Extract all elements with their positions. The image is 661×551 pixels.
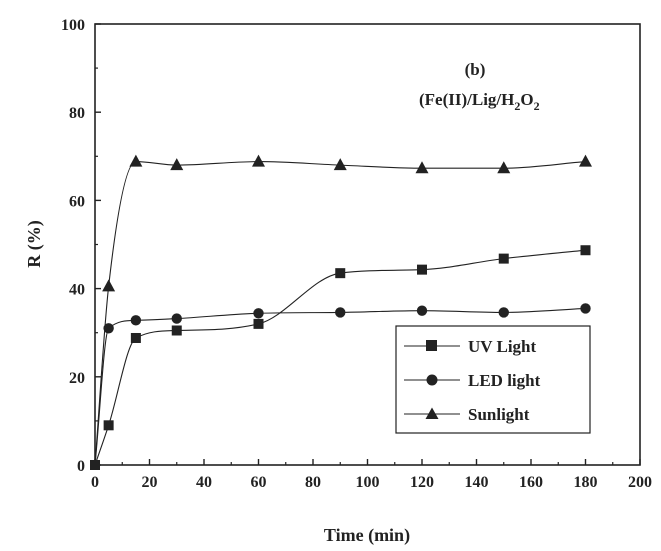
legend-marker-sun xyxy=(425,407,439,419)
x-axis-title: Time (min) xyxy=(324,525,410,546)
y-tick-label: 40 xyxy=(69,282,85,299)
legend-label-sun: Sunlight xyxy=(468,405,530,424)
data-point-square xyxy=(417,264,427,275)
y-tick-label: 0 xyxy=(77,458,85,475)
data-point-triangle xyxy=(579,154,592,167)
legend-marker-led xyxy=(426,374,438,386)
data-point-square xyxy=(335,268,346,279)
data-point-circle xyxy=(580,303,591,314)
legend-marker-uv xyxy=(426,340,437,351)
data-point-circle xyxy=(103,323,114,334)
data-point-circle xyxy=(416,305,428,316)
y-tick-label: 80 xyxy=(69,105,85,122)
y-tick-label: 100 xyxy=(61,17,85,34)
x-tick-label: 40 xyxy=(196,474,212,491)
data-point-circle xyxy=(498,307,509,318)
legend: UV Light LED light Sunlight xyxy=(395,325,591,434)
data-point-triangle xyxy=(415,161,429,174)
series-markers xyxy=(90,154,592,470)
data-point-triangle xyxy=(129,154,143,167)
system-label-sub1: 2 xyxy=(514,99,520,113)
data-point-square xyxy=(498,253,509,264)
y-tick-label: 20 xyxy=(69,370,85,387)
data-point-circle xyxy=(130,315,142,326)
x-tick-label: 180 xyxy=(574,474,598,491)
x-tick-label: 80 xyxy=(305,474,321,491)
x-tick-label: 100 xyxy=(356,474,380,491)
data-point-square xyxy=(103,420,114,431)
data-point-square xyxy=(130,332,141,343)
data-point-circle xyxy=(171,313,182,324)
x-tick-label: 0 xyxy=(91,474,99,491)
data-point-circle xyxy=(253,308,264,319)
legend-label-uv: UV Light xyxy=(468,337,537,356)
panel-label: (b) xyxy=(465,60,486,79)
system-label: (Fe(II)/Lig/H2O2 xyxy=(419,90,540,113)
data-point-square xyxy=(580,245,591,256)
system-label-prefix: (Fe(II)/Lig/H xyxy=(419,90,514,109)
data-point-triangle xyxy=(252,154,265,167)
x-tick-label: 140 xyxy=(465,474,489,491)
data-point-circle xyxy=(335,307,346,318)
data-point-square xyxy=(171,325,182,336)
data-point-triangle xyxy=(102,279,116,292)
data-point-triangle xyxy=(333,158,347,171)
data-point-square xyxy=(90,460,100,470)
x-tick-label: 60 xyxy=(251,474,267,491)
y-tick-label: 60 xyxy=(69,193,85,210)
system-label-sub2: 2 xyxy=(534,99,540,113)
axis-ticks: 0 20 40 60 80 100 120 140 160 180 200 0 20 40 60 80 100 xyxy=(61,17,652,491)
system-label-mid: O xyxy=(520,90,533,109)
data-point-triangle xyxy=(497,161,511,174)
data-point-square xyxy=(253,318,264,329)
x-tick-label: 120 xyxy=(410,474,434,491)
series-line-0 xyxy=(94,249,586,466)
x-tick-label: 200 xyxy=(628,474,652,491)
x-tick-label: 20 xyxy=(142,474,158,491)
x-tick-label: 160 xyxy=(519,474,543,491)
legend-label-led: LED light xyxy=(468,371,541,390)
y-axis-title: R (%) xyxy=(24,220,45,268)
data-point-triangle xyxy=(170,158,184,171)
